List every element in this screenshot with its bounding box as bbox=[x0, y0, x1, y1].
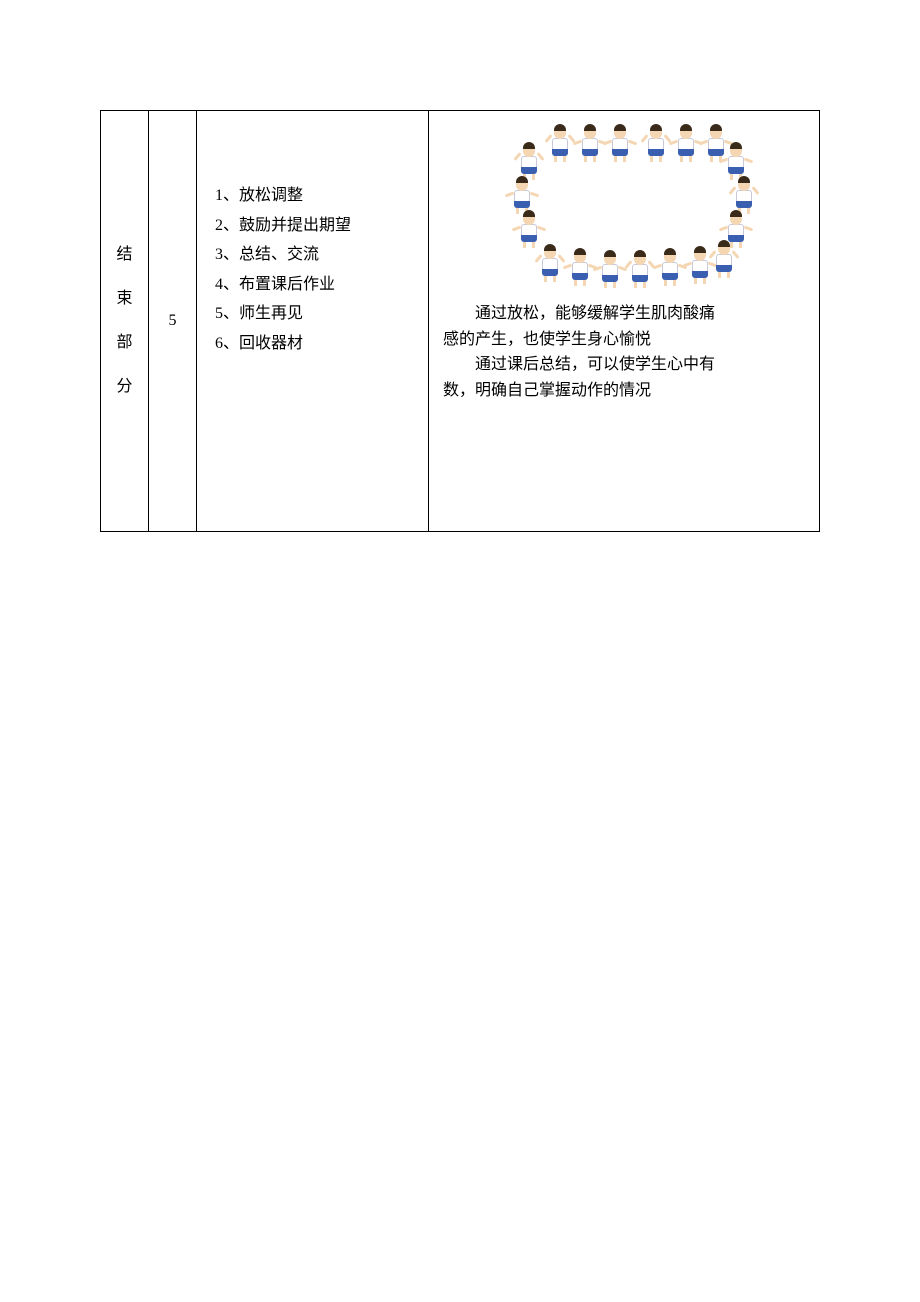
student-figure-icon bbox=[658, 251, 682, 287]
notes-line: 通过放松，能够缓解学生肌肉酸痛 bbox=[443, 301, 805, 327]
section-char: 结 bbox=[116, 247, 132, 263]
student-figure-icon bbox=[548, 127, 572, 163]
notes-line: 数，明确自己掌握动作的情况 bbox=[443, 378, 805, 404]
section-char: 部 bbox=[116, 335, 132, 351]
table-row: 结 束 部 分 5 1、放松调整 2、鼓励并提出期望 3、总结、交流 4、布置课… bbox=[101, 111, 820, 532]
list-item: 3、总结、交流 bbox=[215, 240, 410, 270]
notes-text: 通过放松，能够缓解学生肌肉酸痛 感的产生，也使学生身心愉悦 通过课后总结，可以使… bbox=[443, 301, 805, 403]
student-figure-icon bbox=[517, 213, 541, 249]
student-figure-icon bbox=[712, 243, 736, 279]
student-figure-icon bbox=[598, 253, 622, 289]
student-figure-icon bbox=[608, 127, 632, 163]
list-item: 5、师生再见 bbox=[215, 299, 410, 329]
time-value: 5 bbox=[149, 111, 196, 531]
notes-line: 感的产生，也使学生身心愉悦 bbox=[443, 327, 805, 353]
lesson-plan-table: 结 束 部 分 5 1、放松调整 2、鼓励并提出期望 3、总结、交流 4、布置课… bbox=[100, 110, 820, 532]
section-char: 束 bbox=[116, 291, 132, 307]
list-item: 4、布置课后作业 bbox=[215, 270, 410, 300]
student-figure-icon bbox=[578, 127, 602, 163]
student-figure-icon bbox=[568, 251, 592, 287]
list-item: 2、鼓励并提出期望 bbox=[215, 211, 410, 241]
notes-cell: 通过放松，能够缓解学生肌肉酸痛 感的产生，也使学生身心愉悦 通过课后总结，可以使… bbox=[429, 111, 820, 532]
students-formation-illustration bbox=[484, 121, 764, 291]
list-item: 1、放松调整 bbox=[215, 181, 410, 211]
student-figure-icon bbox=[628, 253, 652, 289]
time-cell: 5 bbox=[149, 111, 197, 532]
content-list: 1、放松调整 2、鼓励并提出期望 3、总结、交流 4、布置课后作业 5、师生再见… bbox=[215, 181, 410, 359]
student-figure-icon bbox=[688, 249, 712, 285]
student-figure-icon bbox=[538, 247, 562, 283]
notes-line: 通过课后总结，可以使学生心中有 bbox=[443, 352, 805, 378]
student-figure-icon bbox=[674, 127, 698, 163]
section-char: 分 bbox=[116, 379, 132, 395]
section-label-cell: 结 束 部 分 bbox=[101, 111, 149, 532]
student-figure-icon bbox=[644, 127, 668, 163]
content-cell: 1、放松调整 2、鼓励并提出期望 3、总结、交流 4、布置课后作业 5、师生再见… bbox=[197, 111, 429, 532]
section-label: 结 束 部 分 bbox=[101, 111, 148, 531]
list-item: 6、回收器材 bbox=[215, 329, 410, 359]
